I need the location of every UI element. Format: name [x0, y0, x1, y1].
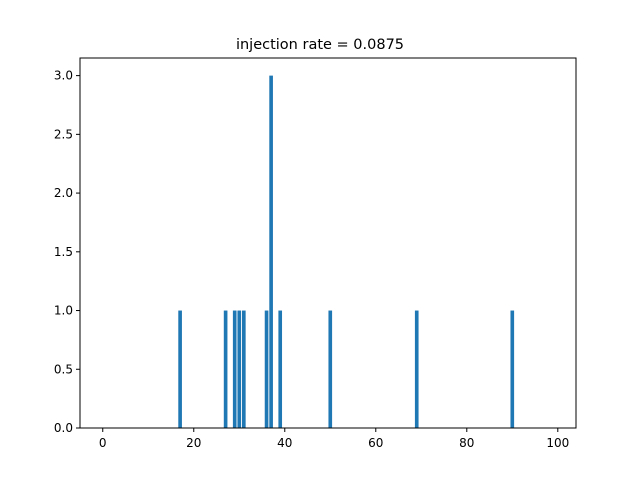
- bar-29: [232, 310, 237, 428]
- y-tick-label: 0.5: [54, 362, 73, 376]
- y-tick-label: 1.5: [54, 245, 73, 259]
- y-tick-label: 2.5: [54, 127, 73, 141]
- x-tick-label: 20: [186, 436, 201, 450]
- bar-90: [510, 310, 515, 428]
- plot-frame: [79, 57, 577, 429]
- bar-27: [223, 310, 228, 428]
- y-tick-label: 3.0: [54, 69, 73, 83]
- y-tick-label: 2.0: [54, 186, 73, 200]
- y-tick-label: 0.0: [54, 421, 73, 435]
- bar-30: [237, 310, 242, 428]
- bar-39: [278, 310, 283, 428]
- bar-69: [414, 310, 419, 428]
- y-axis-ticks: 0.0 0.5 1.0 1.5 2.0 2.5 3.0: [54, 69, 80, 435]
- x-tick-label: 60: [368, 436, 383, 450]
- x-tick-label: 0: [99, 436, 107, 450]
- x-axis-ticks: 0 20 40 60 80 100: [99, 428, 569, 450]
- bar-50: [328, 310, 333, 428]
- bar-36: [264, 310, 269, 428]
- x-tick-label: 40: [277, 436, 292, 450]
- y-tick-label: 1.0: [54, 304, 73, 318]
- x-tick-label: 80: [459, 436, 474, 450]
- bar-17: [178, 310, 182, 428]
- chart-title: injection rate = 0.0875: [236, 37, 404, 53]
- x-tick-label: 100: [546, 436, 569, 450]
- bar-37: [269, 75, 273, 428]
- bar-31: [241, 310, 246, 428]
- bars-group: [178, 75, 515, 428]
